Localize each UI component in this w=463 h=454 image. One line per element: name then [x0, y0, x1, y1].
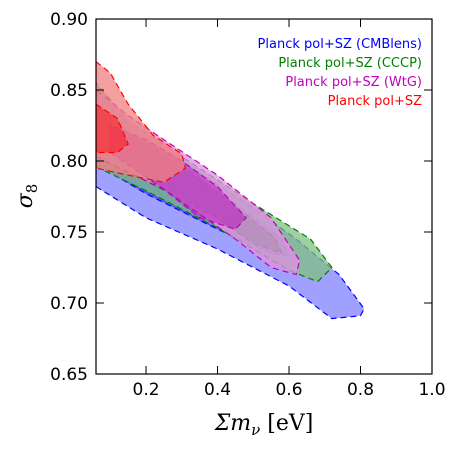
- x-tick-label: 0.6: [275, 380, 302, 400]
- legend-entry: Planck pol+SZ (WtG): [285, 75, 422, 90]
- contour-outer-planck-pol-sz: [96, 60, 187, 183]
- legend-entry: Planck pol+SZ (CMBlens): [258, 37, 422, 52]
- y-tick-label: 0.75: [50, 223, 88, 243]
- axis-ticks: 0.2 0.4 0.6 0.8 1.0 0.65 0.70 0.75 0.80 0.85 0.90: [50, 10, 445, 400]
- contour-inner-planck-pol-sz: [96, 103, 129, 154]
- x-axis-label: Σmν [eV]: [214, 411, 314, 439]
- y-tick-label: 0.70: [50, 294, 88, 314]
- y-tick-label: 0.65: [50, 365, 88, 385]
- x-tick-label: 0.2: [133, 380, 160, 400]
- x-tick-label: 0.8: [347, 380, 374, 400]
- legend: Planck pol+SZ (CMBlens) Planck pol+SZ (CC…: [258, 37, 423, 109]
- y-axis-label: σ8: [13, 184, 41, 209]
- contour-layers: [96, 60, 365, 320]
- legend-entry: Planck pol+SZ: [328, 94, 422, 109]
- x-tick-label: 1.0: [418, 380, 445, 400]
- x-tick-label: 0.4: [204, 380, 231, 400]
- y-tick-label: 0.80: [50, 152, 88, 172]
- legend-entry: Planck pol+SZ (CCCP): [278, 56, 422, 71]
- plot-frame: [95, 18, 433, 375]
- y-tick-label: 0.90: [50, 10, 88, 30]
- y-tick-label: 0.85: [50, 81, 88, 101]
